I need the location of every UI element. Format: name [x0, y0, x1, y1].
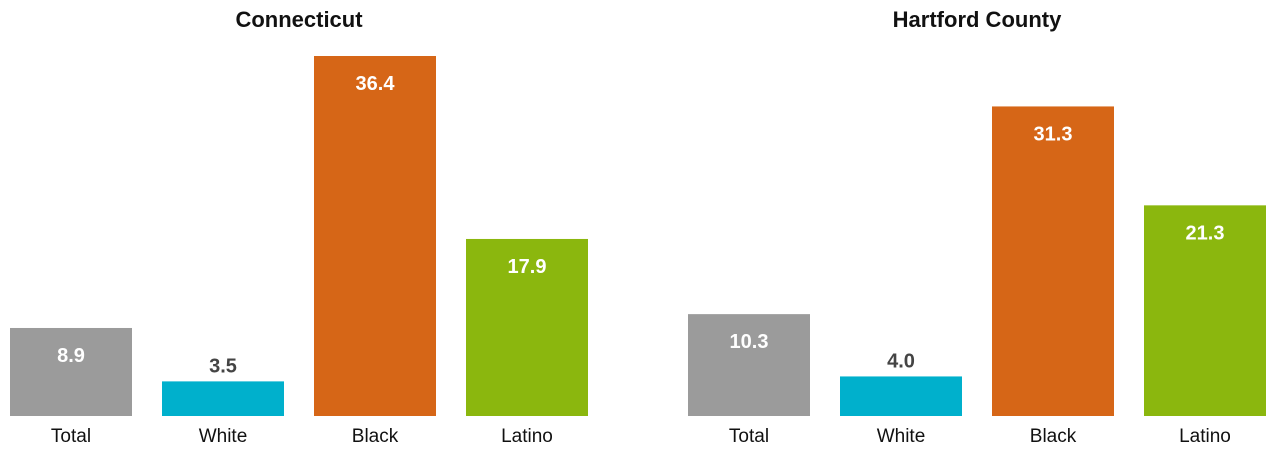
chart-panel-hartford-county: Hartford County 10.3 Total 4.0 White 31.3 Blac…: [688, 7, 1266, 447]
data-label-latino: 17.9: [508, 256, 547, 278]
bar-latino: [1144, 205, 1266, 416]
chart-panel-connecticut: Connecticut 8.9 Total 3.5 White 36.4 Black 17.9…: [10, 7, 588, 447]
data-label-white: 3.5: [209, 355, 237, 377]
data-label-latino: 21.3: [1186, 222, 1225, 244]
category-label-latino: Latino: [1179, 426, 1231, 447]
data-label-white: 4.0: [887, 350, 915, 372]
bar-black: [314, 56, 436, 416]
category-label-black: Black: [1030, 426, 1077, 447]
bar-white: [840, 376, 962, 416]
data-label-total: 10.3: [730, 331, 769, 353]
data-label-black: 31.3: [1034, 123, 1073, 145]
data-label-black: 36.4: [356, 73, 396, 95]
bar-latino: [466, 238, 588, 416]
bar-total: [688, 314, 810, 416]
category-label-total: Total: [51, 426, 91, 447]
category-label-latino: Latino: [501, 426, 553, 447]
bar-black: [992, 106, 1114, 416]
chart-title: Hartford County: [893, 7, 1062, 32]
category-label-white: White: [199, 426, 248, 447]
category-label-white: White: [877, 426, 926, 447]
data-label-total: 8.9: [57, 345, 85, 367]
bar-white: [162, 381, 284, 416]
category-label-black: Black: [352, 426, 399, 447]
bar-total: [10, 327, 132, 416]
chart-title: Connecticut: [235, 7, 363, 32]
category-label-total: Total: [729, 426, 769, 447]
